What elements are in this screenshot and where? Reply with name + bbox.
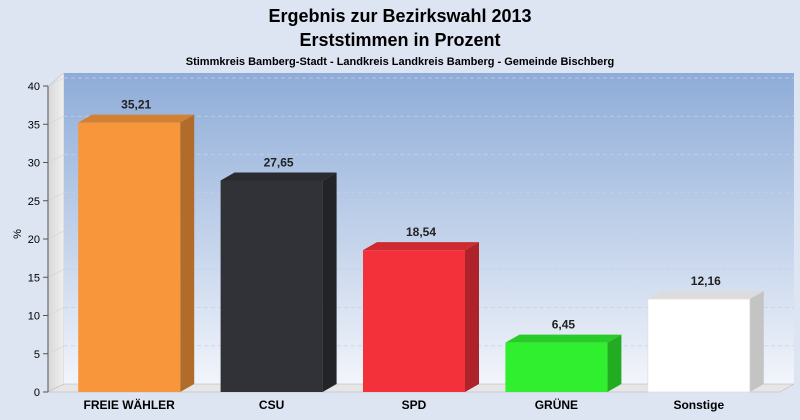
bar-side-face: [465, 242, 479, 392]
y-tick-label: 30: [28, 158, 40, 170]
bar-value-label: 27,65: [264, 155, 294, 169]
y-tick-label: 0: [34, 387, 40, 399]
bar: [505, 334, 622, 392]
gridline-side: [47, 345, 65, 355]
bar-value-label: 35,21: [121, 98, 151, 112]
bar-front-face: [78, 122, 181, 393]
bars: [78, 114, 764, 393]
y-tick-label: 25: [28, 196, 40, 208]
bar-top-face: [647, 290, 764, 299]
y-tick-label: 40: [28, 81, 40, 93]
gridline-side: [47, 230, 65, 240]
gridline-side: [47, 154, 65, 163]
bar-side-face: [180, 114, 195, 393]
bar-front-face: [505, 342, 608, 392]
bar-front-face: [647, 298, 751, 393]
bar-top-face: [505, 334, 622, 343]
y-axis-label: %: [12, 229, 24, 239]
gridline-side: [47, 77, 65, 87]
chart-caption: Stimmkreis Bamberg-Stadt - Landkreis Lan…: [186, 56, 615, 68]
gridline-side: [47, 268, 65, 278]
bar: [220, 172, 337, 392]
bar-top-face: [363, 242, 479, 251]
x-category-label: Sonstige: [673, 398, 724, 412]
bar-value-label: 18,54: [406, 225, 436, 239]
bar: [647, 290, 764, 393]
bar: [78, 114, 195, 393]
bar-top-face: [220, 172, 337, 181]
x-category-label: FREIE WÄHLER: [84, 397, 176, 412]
gridline-side: [47, 307, 65, 316]
chart-title: Ergebnis zur Bezirkswahl 2013: [268, 6, 531, 26]
y-tick-label: 35: [28, 119, 40, 131]
x-category-label: CSU: [259, 398, 284, 412]
bar-side-face: [749, 290, 764, 392]
bar-front-face: [363, 250, 465, 392]
bar-side-face: [607, 334, 622, 392]
bar-top-face: [78, 114, 195, 123]
y-tick-label: 20: [28, 234, 40, 246]
chart-subtitle: Erststimmen in Prozent: [299, 30, 500, 50]
y-tick-label: 15: [28, 272, 40, 284]
y-tick-label: 5: [34, 349, 40, 361]
y-tick-label: 10: [28, 311, 40, 323]
gridline-side: [47, 115, 65, 125]
bar-front-face: [220, 180, 323, 392]
labels: 35,21 FREIE WÄHLER 27,65 CSU 18,54 SPD 6,45 GRÜ…: [84, 98, 725, 412]
bar-side-face: [322, 172, 337, 392]
gridline-side: [47, 192, 65, 202]
y-axis-ticks: 0 5 10 15 20 25 30 35 40: [28, 81, 48, 399]
bar-value-label: 12,16: [691, 274, 721, 288]
x-category-label: GRÜNE: [535, 397, 578, 412]
x-category-label: SPD: [402, 398, 427, 412]
bar: [363, 242, 479, 392]
bar-value-label: 6,45: [552, 318, 576, 332]
